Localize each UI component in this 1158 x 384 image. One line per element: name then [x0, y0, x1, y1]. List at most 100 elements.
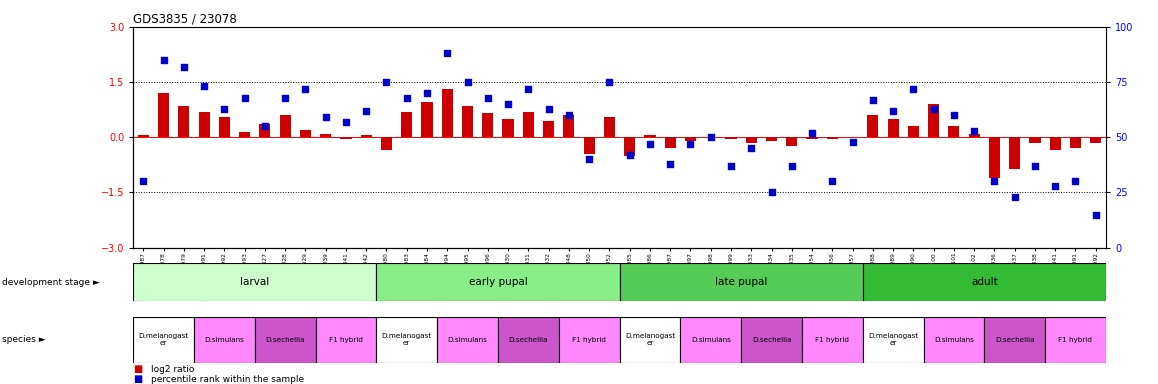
Bar	[1029, 137, 1041, 143]
Bar	[340, 137, 352, 139]
Bar	[239, 132, 250, 137]
Point	[397, 94, 416, 101]
Point	[965, 127, 983, 134]
Bar	[360, 136, 372, 137]
Bar	[543, 121, 555, 137]
Bar	[746, 137, 757, 143]
Text: D.simulans: D.simulans	[448, 337, 488, 343]
Point	[802, 130, 821, 136]
Bar	[320, 134, 331, 137]
FancyBboxPatch shape	[133, 263, 376, 301]
Bar	[928, 104, 939, 137]
Text: percentile rank within the sample: percentile rank within the sample	[151, 375, 303, 384]
Text: larval: larval	[240, 277, 270, 287]
FancyBboxPatch shape	[620, 317, 680, 363]
Bar	[1090, 137, 1101, 143]
FancyBboxPatch shape	[923, 317, 984, 363]
Point	[215, 106, 234, 112]
Text: F1 hybrid: F1 hybrid	[815, 337, 849, 343]
Bar	[644, 136, 655, 137]
Bar	[279, 115, 291, 137]
Text: D.melanogast
er: D.melanogast er	[382, 333, 432, 346]
FancyBboxPatch shape	[193, 317, 255, 363]
FancyBboxPatch shape	[255, 317, 315, 363]
Point	[945, 112, 963, 118]
Text: development stage ►: development stage ►	[2, 278, 100, 287]
Point	[783, 163, 801, 169]
Bar	[198, 111, 210, 137]
FancyBboxPatch shape	[741, 317, 801, 363]
Point	[316, 114, 335, 121]
Bar	[684, 137, 696, 141]
Bar	[665, 137, 676, 148]
Bar	[462, 106, 474, 137]
Point	[296, 86, 315, 92]
Text: D.melanogast
er: D.melanogast er	[139, 333, 189, 346]
Text: F1 hybrid: F1 hybrid	[329, 337, 362, 343]
Text: GDS3835 / 23078: GDS3835 / 23078	[133, 13, 237, 26]
Bar	[624, 137, 636, 156]
Point	[418, 90, 437, 96]
Text: ■: ■	[133, 374, 142, 384]
Bar	[989, 137, 1001, 178]
Point	[378, 79, 396, 85]
Point	[499, 101, 518, 107]
Point	[904, 86, 923, 92]
FancyBboxPatch shape	[133, 317, 193, 363]
Bar	[908, 126, 919, 137]
Bar	[138, 136, 149, 137]
Point	[762, 189, 780, 195]
Text: D.melanogast
er: D.melanogast er	[625, 333, 675, 346]
Bar	[603, 117, 615, 137]
Bar	[968, 134, 980, 137]
Point	[823, 178, 842, 185]
Bar	[422, 102, 433, 137]
Point	[357, 108, 375, 114]
Point	[985, 178, 1004, 185]
Bar	[300, 130, 312, 137]
Point	[721, 163, 740, 169]
Point	[154, 57, 173, 63]
Point	[276, 94, 294, 101]
Bar	[441, 89, 453, 137]
Point	[478, 94, 497, 101]
FancyBboxPatch shape	[437, 317, 498, 363]
FancyBboxPatch shape	[620, 263, 863, 301]
Text: log2 ratio: log2 ratio	[151, 365, 193, 374]
FancyBboxPatch shape	[801, 317, 863, 363]
Point	[681, 141, 699, 147]
Bar	[522, 111, 534, 137]
Bar	[401, 111, 412, 137]
Text: D.sechellia: D.sechellia	[508, 337, 548, 343]
FancyBboxPatch shape	[680, 317, 741, 363]
Bar	[157, 93, 169, 137]
Point	[256, 123, 274, 129]
Point	[702, 134, 720, 141]
FancyBboxPatch shape	[863, 263, 1106, 301]
Point	[864, 97, 882, 103]
Bar	[482, 113, 493, 137]
Point	[1005, 194, 1024, 200]
Text: F1 hybrid: F1 hybrid	[572, 337, 606, 343]
Bar	[725, 137, 736, 139]
Point	[661, 161, 680, 167]
Point	[1046, 183, 1064, 189]
Point	[1067, 178, 1085, 185]
Point	[559, 112, 578, 118]
Point	[580, 156, 599, 162]
Text: D.sechellia: D.sechellia	[995, 337, 1034, 343]
Text: F1 hybrid: F1 hybrid	[1058, 337, 1092, 343]
Point	[459, 79, 477, 85]
Point	[337, 119, 356, 125]
Point	[134, 178, 153, 185]
Text: early pupal: early pupal	[469, 277, 527, 287]
Text: D.sechellia: D.sechellia	[265, 337, 305, 343]
FancyBboxPatch shape	[984, 317, 1045, 363]
Bar	[1070, 137, 1082, 148]
Text: D.simulans: D.simulans	[935, 337, 974, 343]
Bar	[806, 137, 818, 139]
Text: D.melanogast
er: D.melanogast er	[868, 333, 918, 346]
Bar	[563, 115, 574, 137]
FancyBboxPatch shape	[558, 317, 620, 363]
Bar	[867, 115, 879, 137]
